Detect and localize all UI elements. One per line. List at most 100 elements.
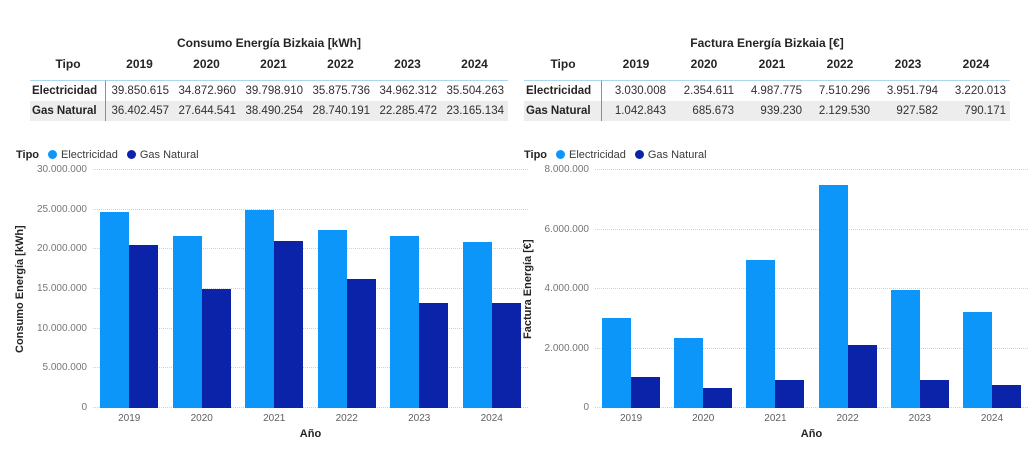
- column-header-2020[interactable]: 2020: [690, 57, 718, 71]
- table-title: Consumo Energía Bizkaia [kWh]: [176, 36, 362, 50]
- chart-legend: Tipo Electricidad Gas Natural: [524, 147, 1028, 162]
- bar-electricidad-2024[interactable]: [962, 312, 992, 408]
- bar-group-2024: [456, 170, 529, 408]
- column-header-2024[interactable]: 2024: [962, 57, 990, 71]
- bar-gas-natural-2024[interactable]: [491, 302, 521, 408]
- bar-gas-natural-2024[interactable]: [991, 384, 1021, 408]
- bar-electricidad-2023[interactable]: [890, 290, 920, 408]
- table-cell-electricidad-2021[interactable]: 4.987.775: [738, 80, 806, 101]
- bar-electricidad-2021[interactable]: [746, 259, 776, 408]
- table-cell-gas-natural-2022[interactable]: 2.129.530: [806, 101, 874, 121]
- table-cell-gas-natural-2019[interactable]: 1.042.843: [602, 101, 670, 121]
- table-cell-gas-natural-2021[interactable]: 939.230: [738, 101, 806, 121]
- bar-group-2021: [238, 170, 311, 408]
- consumo-table-visual: Consumo Energía Bizkaia [kWh] Tipo 2019 20…: [30, 36, 508, 121]
- y-axis-ticks: 0 5.000.000 10.000.000 15.000.000 20.000.000…: [29, 165, 93, 413]
- column-header-tipo[interactable]: Tipo: [550, 57, 576, 71]
- bar-gas-natural-2019[interactable]: [129, 245, 159, 408]
- table-cell-electricidad-2022[interactable]: 35.875.736: [307, 80, 374, 101]
- x-label-2023: 2023: [908, 413, 931, 424]
- row-label-gas-natural[interactable]: Gas Natural: [30, 101, 106, 121]
- bar-group-2019: [93, 170, 166, 408]
- bar-gas-natural-2020[interactable]: [703, 387, 733, 408]
- bar-gas-natural-2023[interactable]: [919, 380, 949, 408]
- bar-group-2020: [667, 170, 739, 408]
- y-tick-label: 20.000.000: [36, 243, 87, 255]
- legend-item-gas-natural[interactable]: Gas Natural: [634, 149, 707, 161]
- bar-electricidad-2022[interactable]: [317, 229, 347, 408]
- x-label-2024: 2024: [480, 413, 503, 424]
- table-cell-electricidad-2023[interactable]: 3.951.794: [874, 80, 942, 101]
- legend-item-electricidad[interactable]: Electricidad: [48, 149, 118, 161]
- bar-gas-natural-2022[interactable]: [346, 278, 376, 408]
- consumo-bar-chart-visual: Tipo Electricidad Gas Natural Consumo Ene…: [14, 147, 528, 444]
- legend-dot-icon: [556, 150, 566, 159]
- table-cell-gas-natural-2024[interactable]: 23.165.134: [441, 101, 508, 121]
- column-header-2024[interactable]: 2024: [461, 57, 488, 71]
- table-cell-gas-natural-2019[interactable]: 36.402.457: [106, 101, 173, 121]
- column-header-2023[interactable]: 2023: [894, 57, 922, 71]
- x-axis-title: Año: [800, 428, 823, 440]
- bar-electricidad-2023[interactable]: [390, 235, 420, 408]
- table-cell-gas-natural-2023[interactable]: 22.285.472: [374, 101, 441, 121]
- table-cell-gas-natural-2023[interactable]: 927.582: [874, 101, 942, 121]
- table-cell-electricidad-2019[interactable]: 39.850.615: [106, 80, 173, 101]
- gridline: [595, 407, 1028, 408]
- row-label-electricidad[interactable]: Electricidad: [30, 80, 106, 101]
- table-cell-electricidad-2022[interactable]: 7.510.296: [806, 80, 874, 101]
- bar-electricidad-2020[interactable]: [172, 235, 202, 408]
- table-cell-electricidad-2019[interactable]: 3.030.008: [602, 80, 670, 101]
- legend-title: Tipo: [16, 148, 40, 161]
- legend-items: Electricidad Gas Natural: [48, 149, 199, 161]
- table-cell-electricidad-2020[interactable]: 34.872.960: [173, 80, 240, 101]
- table-cell-electricidad-2024[interactable]: 3.220.013: [942, 80, 1010, 101]
- bar-electricidad-2021[interactable]: [245, 209, 275, 408]
- bar-electricidad-2019[interactable]: [100, 212, 130, 408]
- table-cell-gas-natural-2021[interactable]: 38.490.254: [240, 101, 307, 121]
- column-header-2023[interactable]: 2023: [394, 57, 421, 71]
- legend-item-gas-natural[interactable]: Gas Natural: [126, 148, 199, 161]
- bar-gas-natural-2021[interactable]: [274, 241, 304, 408]
- table-cell-electricidad-2023[interactable]: 34.962.312: [374, 80, 441, 101]
- x-label-2020: 2020: [190, 413, 213, 424]
- bar-gas-natural-2023[interactable]: [419, 302, 449, 408]
- bar-electricidad-2022[interactable]: [818, 184, 848, 408]
- column-header-2019[interactable]: 2019: [622, 57, 650, 71]
- row-label-electricidad[interactable]: Electricidad: [524, 80, 602, 101]
- column-header-2022[interactable]: 2022: [327, 57, 354, 71]
- legend-item-label: Gas Natural: [139, 148, 199, 161]
- gridline: [93, 208, 528, 210]
- bar-gas-natural-2022[interactable]: [847, 344, 877, 408]
- chart-legend: Tipo Electricidad Gas Natural: [16, 147, 528, 162]
- y-tick-label: 5.000.000: [42, 362, 88, 374]
- gridline: [595, 169, 1028, 170]
- table-cell-electricidad-2020[interactable]: 2.354.611: [670, 80, 738, 101]
- table-cell-gas-natural-2022[interactable]: 28.740.191: [307, 101, 374, 121]
- y-tick-label: 6.000.000: [544, 223, 590, 235]
- chart-body: Factura Energía [€] 0 2.000.000 4.000.000 6…: [522, 165, 1028, 444]
- bar-electricidad-2019[interactable]: [602, 317, 632, 408]
- table-cell-gas-natural-2024[interactable]: 790.171: [942, 101, 1010, 121]
- column-header-2021[interactable]: 2021: [260, 57, 287, 71]
- y-tick-label: 8.000.000: [544, 164, 590, 175]
- x-label-2020: 2020: [692, 413, 715, 424]
- column-header-2021[interactable]: 2021: [758, 57, 786, 71]
- table-cell-electricidad-2024[interactable]: 35.504.263: [441, 80, 508, 101]
- column-header-tipo[interactable]: Tipo: [55, 57, 81, 71]
- bar-gas-natural-2020[interactable]: [201, 289, 231, 408]
- legend-item-electricidad[interactable]: Electricidad: [556, 149, 626, 161]
- bar-gas-natural-2021[interactable]: [775, 380, 805, 408]
- bar-electricidad-2024[interactable]: [462, 242, 492, 408]
- column-header-2022[interactable]: 2022: [826, 57, 854, 71]
- table-cell-gas-natural-2020[interactable]: 685.673: [670, 101, 738, 121]
- table-cell-electricidad-2021[interactable]: 39.798.910: [240, 80, 307, 101]
- bar-gas-natural-2019[interactable]: [631, 376, 661, 408]
- chart-body: Consumo Energía [kWh] 0 5.000.000 10.000.0…: [14, 165, 529, 444]
- bar-electricidad-2020[interactable]: [674, 337, 704, 408]
- column-header-2020[interactable]: 2020: [193, 57, 220, 71]
- row-label-gas-natural[interactable]: Gas Natural: [524, 101, 602, 121]
- table-cell-gas-natural-2020[interactable]: 27.644.541: [173, 101, 240, 121]
- column-header-2019[interactable]: 2019: [126, 57, 153, 71]
- x-axis-labels: 2019 2020 2021 2022 2023 2024: [595, 408, 1028, 425]
